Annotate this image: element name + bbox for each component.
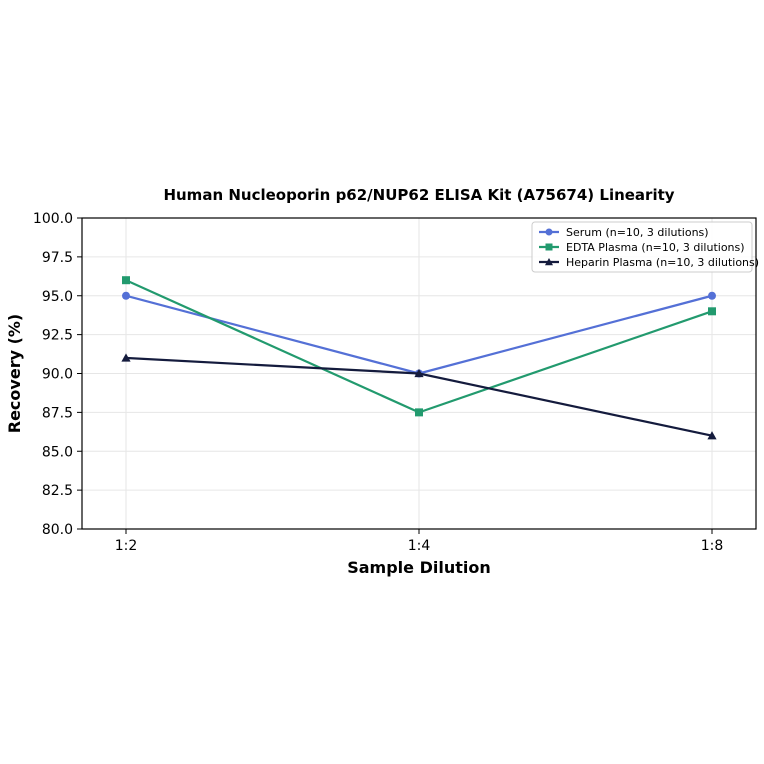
y-tick-label: 87.5 <box>42 405 73 421</box>
data-point <box>122 291 130 300</box>
legend-item: EDTA Plasma (n=10, 3 dilutions) <box>539 241 745 254</box>
legend-label: EDTA Plasma (n=10, 3 dilutions) <box>566 241 745 254</box>
legend-marker <box>545 228 553 236</box>
y-tick-label: 92.5 <box>42 328 73 344</box>
legend-label: Heparin Plasma (n=10, 3 dilutions) <box>566 256 759 269</box>
series-layer <box>121 276 717 440</box>
chart-title: Human Nucleoporin p62/NUP62 ELISA Kit (A… <box>163 186 674 204</box>
x-tick-label: 1:2 <box>115 538 138 554</box>
y-axis-label: Recovery (%) <box>5 314 24 433</box>
legend-item: Serum (n=10, 3 dilutions) <box>539 226 709 239</box>
y-tick-label: 95.0 <box>42 289 73 305</box>
y-tick-label: 100.0 <box>33 211 73 227</box>
data-point <box>707 431 717 440</box>
x-tick-label: 1:4 <box>408 538 431 554</box>
legend-marker <box>545 243 553 251</box>
y-tick-label: 80.0 <box>42 522 73 538</box>
x-axis-label: Sample Dilution <box>347 558 491 577</box>
x-tick-label: 1:8 <box>701 538 724 554</box>
legend: Serum (n=10, 3 dilutions) EDTA Plasma (n=… <box>531 221 759 273</box>
data-point <box>414 368 424 378</box>
data-point <box>708 291 716 300</box>
y-tick-label: 90.0 <box>42 367 73 383</box>
legend-label: Serum (n=10, 3 dilutions) <box>566 226 709 239</box>
legend-box <box>531 221 753 273</box>
y-tick-label: 82.5 <box>42 483 73 499</box>
series-3 <box>121 353 717 440</box>
y-tick-label: 97.5 <box>42 250 73 266</box>
data-point <box>122 276 130 285</box>
y-tick-label: 85.0 <box>42 444 73 460</box>
legend-marker <box>544 257 554 266</box>
data-point <box>121 353 131 362</box>
data-point <box>415 408 423 417</box>
ticks: 80.0 82.5 85.0 87.5 90.0 92.5 95.0 97.5 100.0 1:2… <box>33 211 723 554</box>
data-point <box>708 307 716 316</box>
series-2 <box>122 276 716 417</box>
legend-item: Heparin Plasma (n=10, 3 dilutions) <box>539 256 759 269</box>
